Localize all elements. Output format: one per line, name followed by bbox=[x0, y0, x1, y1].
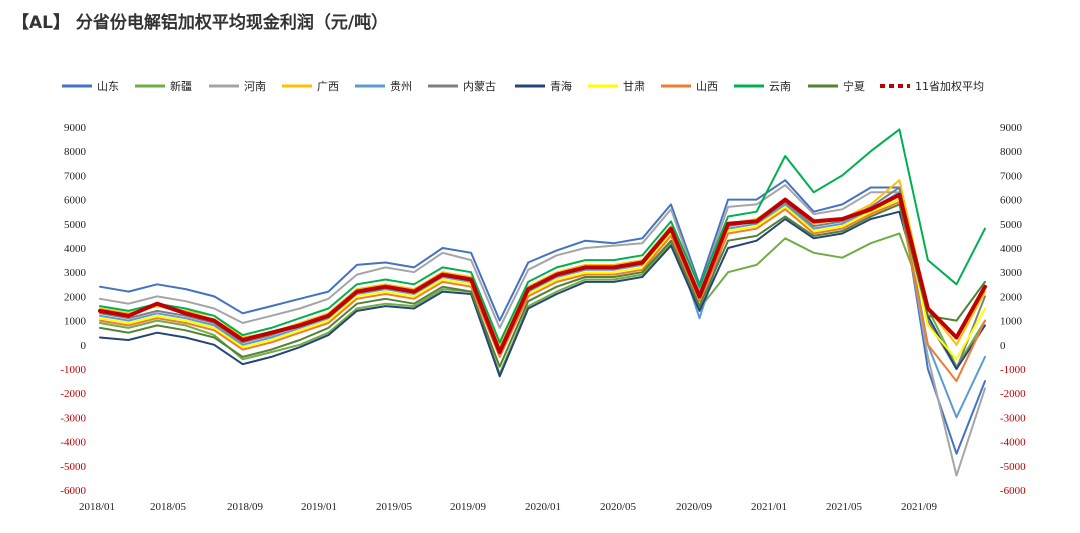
legend-label-3: 广西 bbox=[317, 80, 339, 93]
y-tick-label-right: 2000 bbox=[1000, 291, 1023, 303]
y-tick-label-right: 0 bbox=[1000, 340, 1006, 352]
x-tick-label: 2018/05 bbox=[150, 501, 187, 513]
x-axis-ticks: 2018/01 2018/05 2018/09 2019/01 2019/05 2019/… bbox=[79, 501, 938, 513]
y-tick-label-right: 1000 bbox=[1000, 316, 1023, 328]
y-tick-label-right: -2000 bbox=[1000, 388, 1026, 400]
y-tick-label-right: 5000 bbox=[1000, 219, 1023, 231]
y-tick-label-right: 3000 bbox=[1000, 267, 1023, 279]
legend-label-7: 甘肃 bbox=[623, 80, 645, 93]
series-line-8 bbox=[99, 201, 986, 383]
y-tick-label-left: 1000 bbox=[64, 316, 87, 328]
y-tick-label-right: -5000 bbox=[1000, 461, 1026, 473]
page-title: 【AL】 分省份电解铝加权平均现金利润（元/吨） bbox=[12, 13, 389, 33]
y-tick-label-right: -1000 bbox=[1000, 364, 1026, 376]
y-tick-label-left: 0 bbox=[81, 340, 87, 352]
x-tick-label: 2020/05 bbox=[600, 501, 637, 513]
series-line-10 bbox=[99, 203, 986, 368]
series-line-6 bbox=[99, 210, 986, 378]
legend-label-0: 山东 bbox=[97, 80, 119, 93]
y-tick-label-right: -4000 bbox=[1000, 437, 1026, 449]
x-tick-label: 2019/09 bbox=[450, 501, 487, 513]
y-axis-right-ticks: 9000 8000 7000 6000 5000 4000 3000 2000 1000 0 -10… bbox=[1000, 122, 1026, 497]
series-line-7 bbox=[99, 198, 986, 361]
legend-label-11: 11省加权平均 bbox=[915, 80, 984, 93]
series-line-0 bbox=[99, 179, 986, 455]
y-tick-label-left: -4000 bbox=[60, 437, 86, 449]
series-line-4 bbox=[99, 191, 986, 419]
y-tick-label-left: -5000 bbox=[60, 461, 86, 473]
y-tick-label-left: 5000 bbox=[64, 219, 87, 231]
chart-series bbox=[98, 128, 987, 477]
legend-label-4: 贵州 bbox=[390, 80, 412, 93]
series-line-2 bbox=[99, 184, 986, 477]
y-tick-label-left: -1000 bbox=[60, 364, 86, 376]
legend-label-1: 新疆 bbox=[170, 79, 192, 93]
chart-legend: 山东 新疆 河南 广西 贵州 内蒙古 青海 甘肃 山西 云南 宁夏 11省加权平均 bbox=[62, 79, 984, 93]
legend-label-6: 青海 bbox=[550, 79, 572, 93]
y-tick-label-right: 6000 bbox=[1000, 195, 1023, 207]
legend-label-8: 山西 bbox=[696, 80, 718, 93]
y-tick-label-left: -2000 bbox=[60, 388, 86, 400]
x-tick-label: 2020/01 bbox=[525, 501, 561, 513]
x-tick-label: 2020/09 bbox=[676, 501, 713, 513]
legend-label-2: 河南 bbox=[244, 80, 266, 93]
y-tick-label-left: -3000 bbox=[60, 412, 86, 424]
y-tick-label-right: 7000 bbox=[1000, 170, 1023, 182]
x-tick-label: 2019/01 bbox=[301, 501, 337, 513]
y-tick-label-right: -6000 bbox=[1000, 485, 1026, 497]
legend-label-10: 宁夏 bbox=[843, 79, 865, 93]
legend-label-5: 内蒙古 bbox=[463, 79, 496, 93]
y-tick-label-left: 3000 bbox=[64, 267, 87, 279]
y-tick-label-right: 9000 bbox=[1000, 122, 1023, 134]
y-tick-label-left: -6000 bbox=[60, 485, 86, 497]
y-tick-label-left: 9000 bbox=[64, 122, 87, 134]
series-line-1 bbox=[99, 232, 986, 375]
x-tick-label: 2019/05 bbox=[376, 501, 413, 513]
x-tick-label: 2021/09 bbox=[901, 501, 938, 513]
series-line-9 bbox=[99, 128, 986, 344]
y-tick-label-left: 4000 bbox=[64, 243, 87, 255]
legend-label-9: 云南 bbox=[769, 80, 791, 93]
y-tick-label-right: 8000 bbox=[1000, 146, 1023, 158]
y-tick-label-left: 6000 bbox=[64, 195, 87, 207]
y-tick-label-left: 8000 bbox=[64, 146, 87, 158]
y-tick-label-left: 7000 bbox=[64, 170, 87, 182]
y-tick-label-left: 2000 bbox=[64, 291, 87, 303]
x-tick-label: 2018/09 bbox=[227, 501, 264, 513]
x-tick-label: 2018/01 bbox=[79, 501, 115, 513]
x-tick-label: 2021/01 bbox=[751, 501, 787, 513]
y-tick-label-right: -3000 bbox=[1000, 412, 1026, 424]
x-tick-label: 2021/05 bbox=[826, 501, 863, 513]
y-axis-left-ticks: 9000 8000 7000 6000 5000 4000 3000 2000 1000 0 -10… bbox=[60, 122, 86, 497]
series-line-11 bbox=[98, 192, 987, 355]
y-tick-label-right: 4000 bbox=[1000, 243, 1023, 255]
